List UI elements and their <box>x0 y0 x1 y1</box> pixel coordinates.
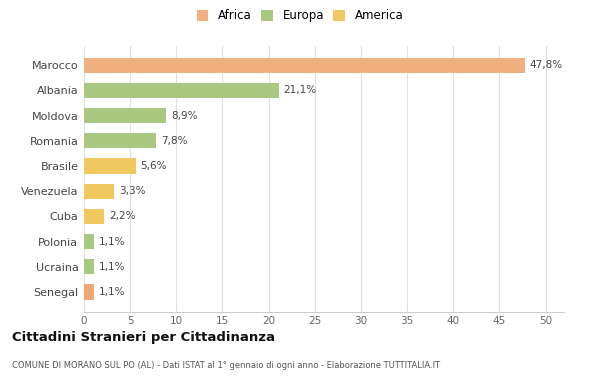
Text: Cittadini Stranieri per Cittadinanza: Cittadini Stranieri per Cittadinanza <box>12 331 275 344</box>
Text: 2,2%: 2,2% <box>109 211 136 222</box>
Bar <box>84 234 94 249</box>
Bar <box>84 58 525 73</box>
Text: 21,1%: 21,1% <box>283 86 317 95</box>
Bar <box>84 259 94 274</box>
Bar <box>84 133 156 148</box>
Bar <box>84 108 166 123</box>
Text: 5,6%: 5,6% <box>140 161 167 171</box>
Bar <box>84 284 94 299</box>
Text: 47,8%: 47,8% <box>530 60 563 70</box>
Bar <box>84 158 136 174</box>
Text: 3,3%: 3,3% <box>119 186 146 196</box>
Text: 1,1%: 1,1% <box>99 287 125 297</box>
Bar <box>84 184 115 199</box>
Text: 1,1%: 1,1% <box>99 237 125 247</box>
Bar <box>84 83 279 98</box>
Legend: Africa, Europa, America: Africa, Europa, America <box>193 6 407 26</box>
Text: 1,1%: 1,1% <box>99 262 125 272</box>
Bar <box>84 209 104 224</box>
Text: 8,9%: 8,9% <box>171 111 197 120</box>
Text: 7,8%: 7,8% <box>161 136 187 146</box>
Text: COMUNE DI MORANO SUL PO (AL) - Dati ISTAT al 1° gennaio di ogni anno - Elaborazi: COMUNE DI MORANO SUL PO (AL) - Dati ISTA… <box>12 361 440 370</box>
